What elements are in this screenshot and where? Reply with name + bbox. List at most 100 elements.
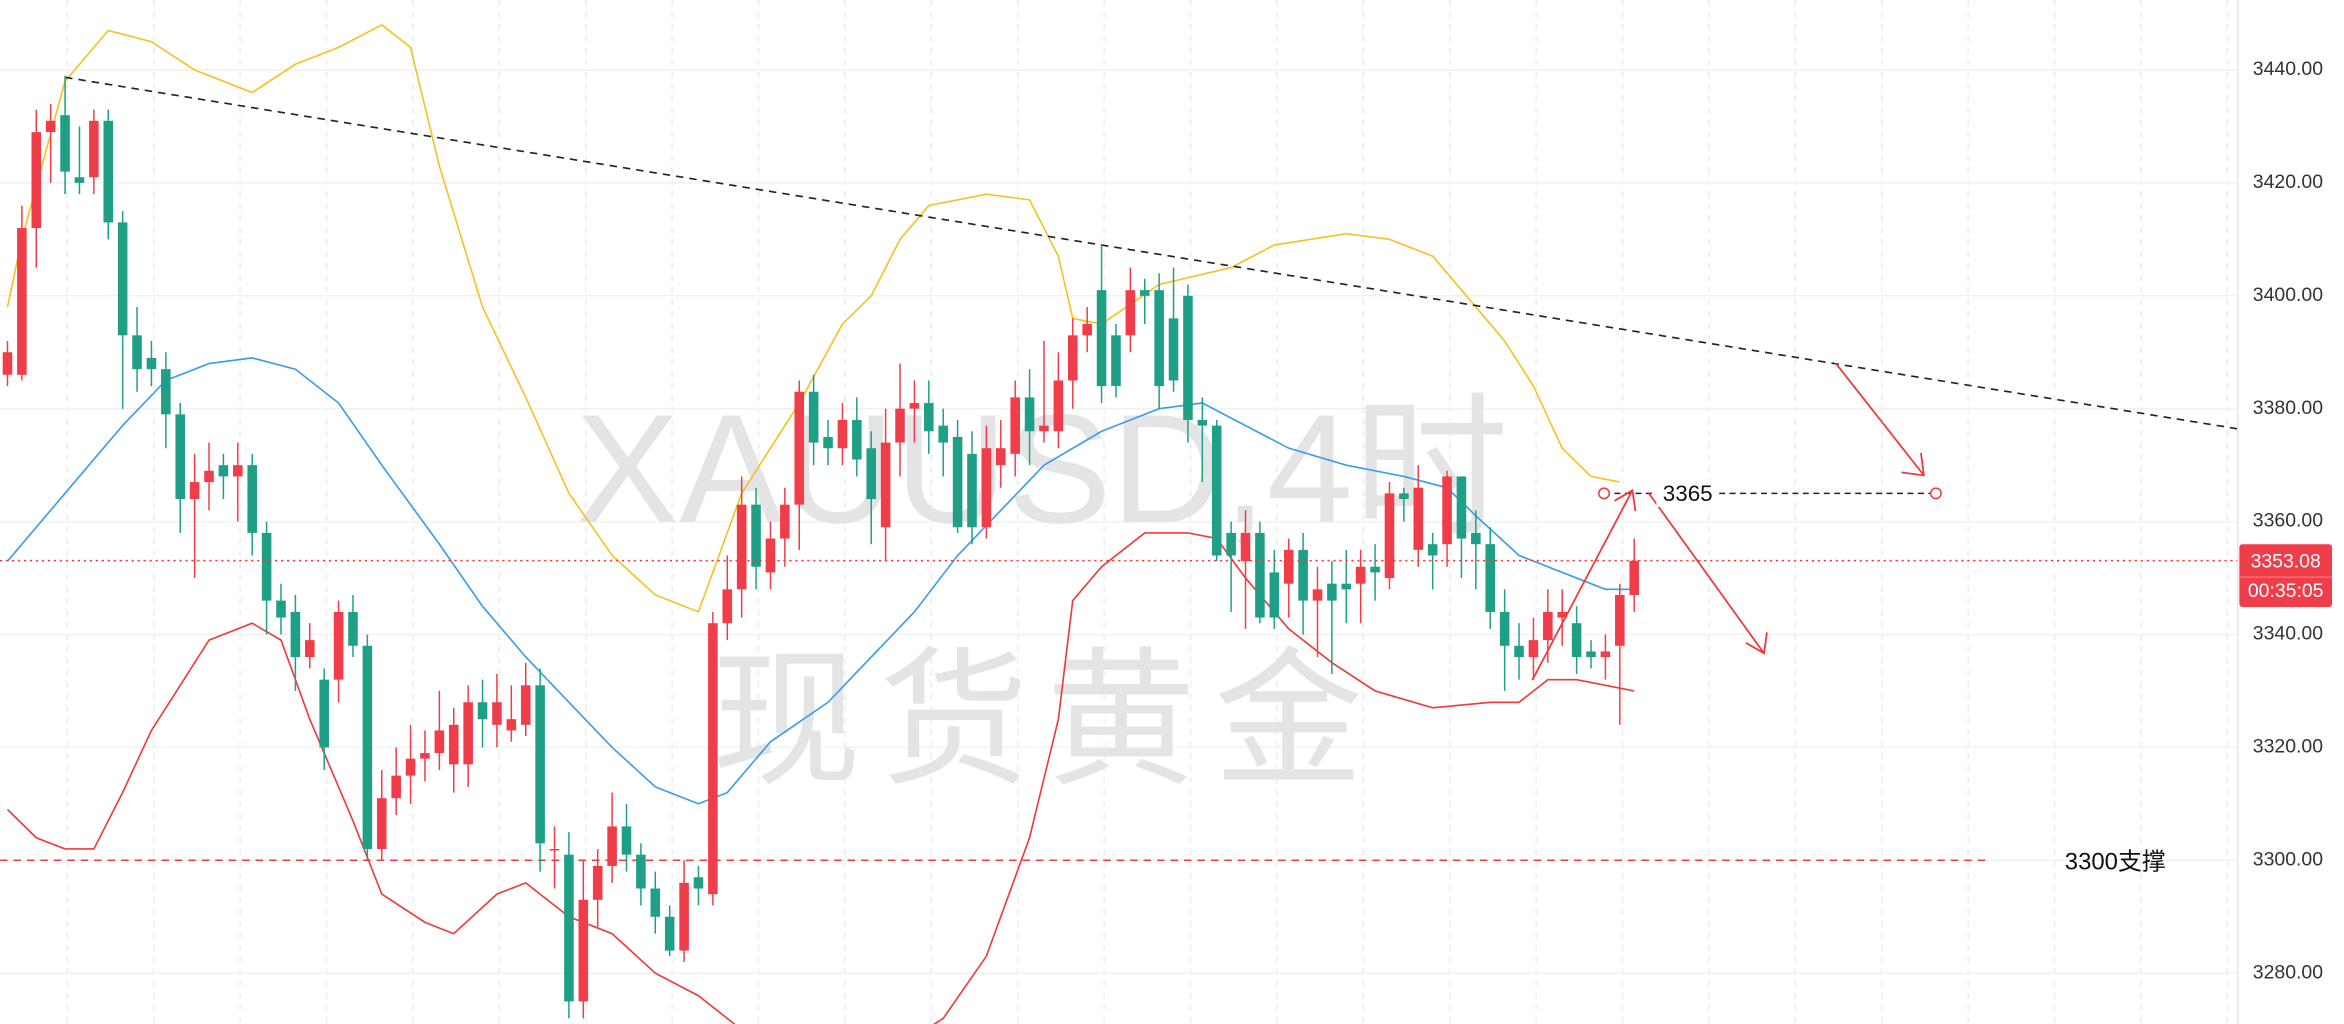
- candle-body: [348, 611, 358, 646]
- candle-body: [679, 882, 689, 951]
- y-tick-label: 3420.00: [2253, 171, 2323, 193]
- candle-body: [578, 899, 589, 1002]
- y-tick-label: 3360.00: [2253, 510, 2323, 532]
- candle-body: [1514, 645, 1524, 658]
- candle-body: [664, 916, 675, 951]
- candle-body: [736, 504, 747, 590]
- candle-body: [132, 335, 142, 370]
- candle-body: [60, 115, 70, 172]
- arrow: [1648, 492, 1765, 654]
- candle-body: [319, 679, 329, 748]
- candle-body: [938, 425, 948, 443]
- candle-body: [1442, 476, 1452, 545]
- candle-body: [376, 798, 387, 850]
- candle-body: [247, 465, 257, 533]
- candle-body: [1427, 544, 1438, 556]
- arrows: [1531, 362, 1925, 681]
- candle-body: [621, 826, 632, 855]
- candle-body: [1312, 589, 1323, 601]
- candle-body: [751, 504, 761, 567]
- candle-body: [45, 120, 56, 133]
- candle-body: [117, 222, 128, 336]
- candle-body: [1413, 487, 1424, 550]
- y-tick-label: 3440.00: [2253, 58, 2323, 80]
- candle-body: [261, 532, 272, 601]
- candle-body: [506, 719, 517, 731]
- candle-body: [1471, 532, 1481, 545]
- candle-body: [1053, 380, 1064, 432]
- candle-body: [895, 408, 905, 443]
- candle-body: [17, 228, 27, 375]
- candle-body: [880, 442, 891, 528]
- level-label: 3365: [1663, 481, 1713, 506]
- candle-body: [492, 702, 502, 725]
- candle-body: [146, 357, 157, 370]
- candle-body: [1600, 651, 1611, 658]
- band-line: [6, 357, 1635, 805]
- support-label: 3300支撑: [2065, 849, 2166, 876]
- name-watermark: 现货黄金: [712, 637, 1382, 804]
- candle-body: [204, 470, 214, 483]
- candle-body: [823, 436, 833, 449]
- candle-body: [89, 120, 99, 178]
- price-axis: 3280.00 3300.00 3320.00 3340.00 3360.00 3380.…: [2239, 58, 2333, 983]
- arrow: [1835, 362, 1925, 476]
- candle-body: [175, 414, 186, 500]
- level-label-bg: [1656, 479, 1720, 507]
- candle-body: [1370, 566, 1380, 573]
- candle-body: [1485, 544, 1496, 612]
- candle-body: [794, 391, 805, 505]
- countdown-label: 00:35:05: [2248, 580, 2324, 602]
- candle-body: [535, 685, 545, 844]
- candle-body: [1024, 397, 1035, 432]
- candle-body: [650, 888, 661, 917]
- arrow-head: [1901, 452, 1925, 477]
- candle-body: [391, 775, 401, 799]
- candle-body: [1615, 594, 1625, 646]
- candle-body: [189, 482, 200, 500]
- candle-body: [1111, 335, 1121, 387]
- trend-line: [64, 76, 2238, 430]
- candle-body: [1499, 611, 1510, 646]
- candle-body: [564, 854, 574, 1002]
- y-tick-label: 3380.00: [2253, 397, 2323, 419]
- candle-body: [837, 419, 848, 449]
- arrow: [1531, 489, 1634, 681]
- candle-body: [463, 702, 473, 765]
- candle-body: [708, 623, 718, 895]
- candle-body: [952, 436, 963, 528]
- arrow-head: [1745, 632, 1768, 655]
- band-line: [6, 23, 1621, 613]
- candle-body: [305, 640, 315, 658]
- candle-body: [420, 753, 430, 759]
- candle-body: [636, 854, 646, 889]
- candle-body: [1226, 532, 1236, 556]
- candle-body: [103, 120, 114, 223]
- candle-body: [765, 538, 776, 573]
- candle-body: [780, 504, 790, 539]
- candle-body: [233, 465, 243, 477]
- candle-body: [290, 611, 301, 658]
- candle-body: [924, 403, 934, 432]
- last-price-tag: [2239, 544, 2333, 608]
- candle-body: [1384, 493, 1395, 579]
- candle-body: [1154, 290, 1164, 387]
- level-handle: [1598, 487, 1611, 500]
- candle-body: [967, 453, 977, 528]
- candle-body: [866, 448, 877, 500]
- candle-body: [1240, 532, 1251, 562]
- candle-body: [996, 448, 1006, 466]
- candle-body: [362, 645, 373, 850]
- candle-body: [909, 403, 920, 409]
- candle-body: [2, 352, 13, 375]
- candle-body: [1255, 532, 1265, 618]
- candle-body: [405, 758, 416, 776]
- y-tick-label: 3400.00: [2253, 284, 2323, 306]
- candle-body: [1125, 290, 1136, 336]
- candle-body: [1211, 425, 1222, 556]
- candle-body: [592, 865, 603, 900]
- band-line: [6, 532, 1635, 1024]
- candle-body: [1355, 566, 1366, 584]
- candle-body: [1341, 583, 1352, 590]
